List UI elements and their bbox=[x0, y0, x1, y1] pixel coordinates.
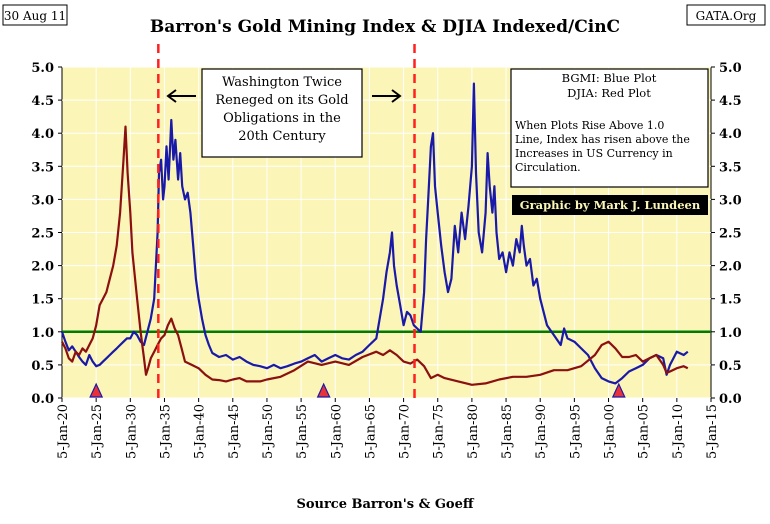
series-line-bgmi bbox=[60, 82, 689, 385]
annotation-line: Reneged on its Gold bbox=[215, 93, 348, 108]
site-badge-box bbox=[686, 4, 766, 26]
x-tick-label: 5-Jan-65 bbox=[363, 404, 378, 459]
y-tick-label-right: 0.5 bbox=[719, 359, 742, 374]
legend-note: Increases in US Currency in bbox=[515, 147, 673, 160]
y-tick-label-right: 5.0 bbox=[719, 61, 742, 76]
x-tick-label: 5-Jan-05 bbox=[637, 404, 652, 459]
legend-box bbox=[510, 68, 709, 188]
y-tick-label-left: 4.5 bbox=[31, 94, 54, 109]
date-badge-box bbox=[2, 4, 68, 26]
triangle-marker-icon bbox=[611, 382, 626, 398]
x-tick-label: 5-Jan-85 bbox=[500, 404, 515, 459]
x-tick-label: 5-Jan-95 bbox=[568, 404, 583, 459]
x-tick-label: 5-Jan-00 bbox=[603, 404, 618, 459]
y-tick-label-right: 2.5 bbox=[719, 227, 742, 242]
y-tick-label-left: 3.5 bbox=[31, 160, 54, 175]
y-tick-label-right: 2.0 bbox=[719, 260, 742, 275]
x-tick-label: 5-Jan-60 bbox=[329, 404, 344, 459]
y-tick-label-right: 1.5 bbox=[719, 293, 742, 308]
arrow-right-icon bbox=[372, 89, 402, 103]
y-tick-label-left: 5.0 bbox=[31, 61, 54, 76]
y-tick-label-left: 3.0 bbox=[31, 193, 54, 208]
source-label: Source Barron's & Goeff bbox=[296, 497, 474, 512]
x-tick-label: 5-Jan-30 bbox=[124, 404, 139, 459]
credit-text: Graphic by Mark J. Lundeen bbox=[520, 198, 701, 212]
grid-lines bbox=[62, 66, 711, 399]
x-tick-label: 5-Jan-50 bbox=[261, 404, 276, 459]
y-tick-label-left: 1.0 bbox=[31, 326, 54, 341]
y-tick-label-right: 3.5 bbox=[719, 160, 742, 175]
y-tick-label-left: 1.5 bbox=[31, 293, 54, 308]
y-tick-label-left: 0.0 bbox=[31, 392, 54, 407]
triangle-marker-icon bbox=[89, 382, 104, 398]
y-tick-label-left: 2.5 bbox=[31, 227, 54, 242]
y-axis-right: 0.0 0.5 1.0 1.5 2.0 2.5 3.0 3.5 4.0 4.5 5.0 bbox=[711, 61, 742, 407]
x-tick-label: 5-Jan-90 bbox=[534, 404, 549, 459]
site-badge: GATA.Org bbox=[696, 9, 757, 23]
x-tick-label: 5-Jan-10 bbox=[671, 404, 686, 459]
x-tick-label: 5-Jan-45 bbox=[227, 404, 242, 459]
annotation: Washington Twice Reneged on its Gold Obl… bbox=[166, 68, 402, 158]
y-tick-label-right: 4.0 bbox=[719, 127, 742, 142]
credit-box bbox=[512, 195, 708, 215]
x-tick-label: 5-Jan-20 bbox=[56, 404, 71, 459]
y-tick-label-right: 1.0 bbox=[719, 326, 742, 341]
series-group bbox=[60, 82, 689, 386]
legend-entry: BGMI: Blue Plot bbox=[562, 71, 657, 85]
legend-note: Circulation. bbox=[515, 161, 581, 174]
x-tick-label: 5-Jan-80 bbox=[466, 404, 481, 459]
y-tick-label-right: 3.0 bbox=[719, 193, 742, 208]
annotation-box bbox=[201, 68, 363, 158]
triangle-markers bbox=[89, 382, 626, 398]
x-tick-label: 5-Jan-75 bbox=[432, 404, 447, 459]
x-axis: 5-Jan-20 5-Jan-25 5-Jan-30 5-Jan-35 5-Jan-40… bbox=[56, 398, 720, 459]
triangle-marker-icon bbox=[316, 382, 331, 398]
x-tick-label: 5-Jan-70 bbox=[398, 404, 413, 459]
annotation-line: Obligations in the bbox=[223, 111, 341, 126]
arrow-left-icon bbox=[166, 89, 196, 103]
legend: BGMI: Blue Plot DJIA: Red Plot When Plot… bbox=[510, 68, 709, 215]
date-badge: 30 Aug 11 bbox=[4, 9, 66, 23]
legend-note: When Plots Rise Above 1.0 bbox=[515, 119, 664, 132]
x-tick-label: 5-Jan-40 bbox=[193, 404, 208, 459]
series-line-djia bbox=[61, 125, 689, 386]
legend-note: Line, Index has risen above the bbox=[515, 133, 690, 146]
y-tick-label-left: 4.0 bbox=[31, 127, 54, 142]
y-tick-label-right: 0.0 bbox=[719, 392, 742, 407]
x-tick-label: 5-Jan-25 bbox=[90, 404, 105, 459]
y-tick-label-left: 0.5 bbox=[31, 359, 54, 374]
annotation-line: 20th Century bbox=[238, 129, 326, 144]
y-tick-label-left: 2.0 bbox=[31, 260, 54, 275]
y-axis-left: 0.0 0.5 1.0 1.5 2.0 2.5 3.0 3.5 4.0 4.5 5.0 bbox=[31, 61, 62, 407]
annotation-line: Washington Twice bbox=[222, 75, 342, 90]
x-tick-label: 5-Jan-15 bbox=[705, 404, 720, 459]
x-tick-label: 5-Jan-35 bbox=[158, 404, 173, 459]
y-tick-label-right: 4.5 bbox=[719, 94, 742, 109]
x-tick-label: 5-Jan-55 bbox=[295, 404, 310, 459]
chart-title: Barron's Gold Mining Index & DJIA Indexe… bbox=[150, 17, 620, 37]
legend-entry: DJIA: Red Plot bbox=[567, 86, 651, 100]
